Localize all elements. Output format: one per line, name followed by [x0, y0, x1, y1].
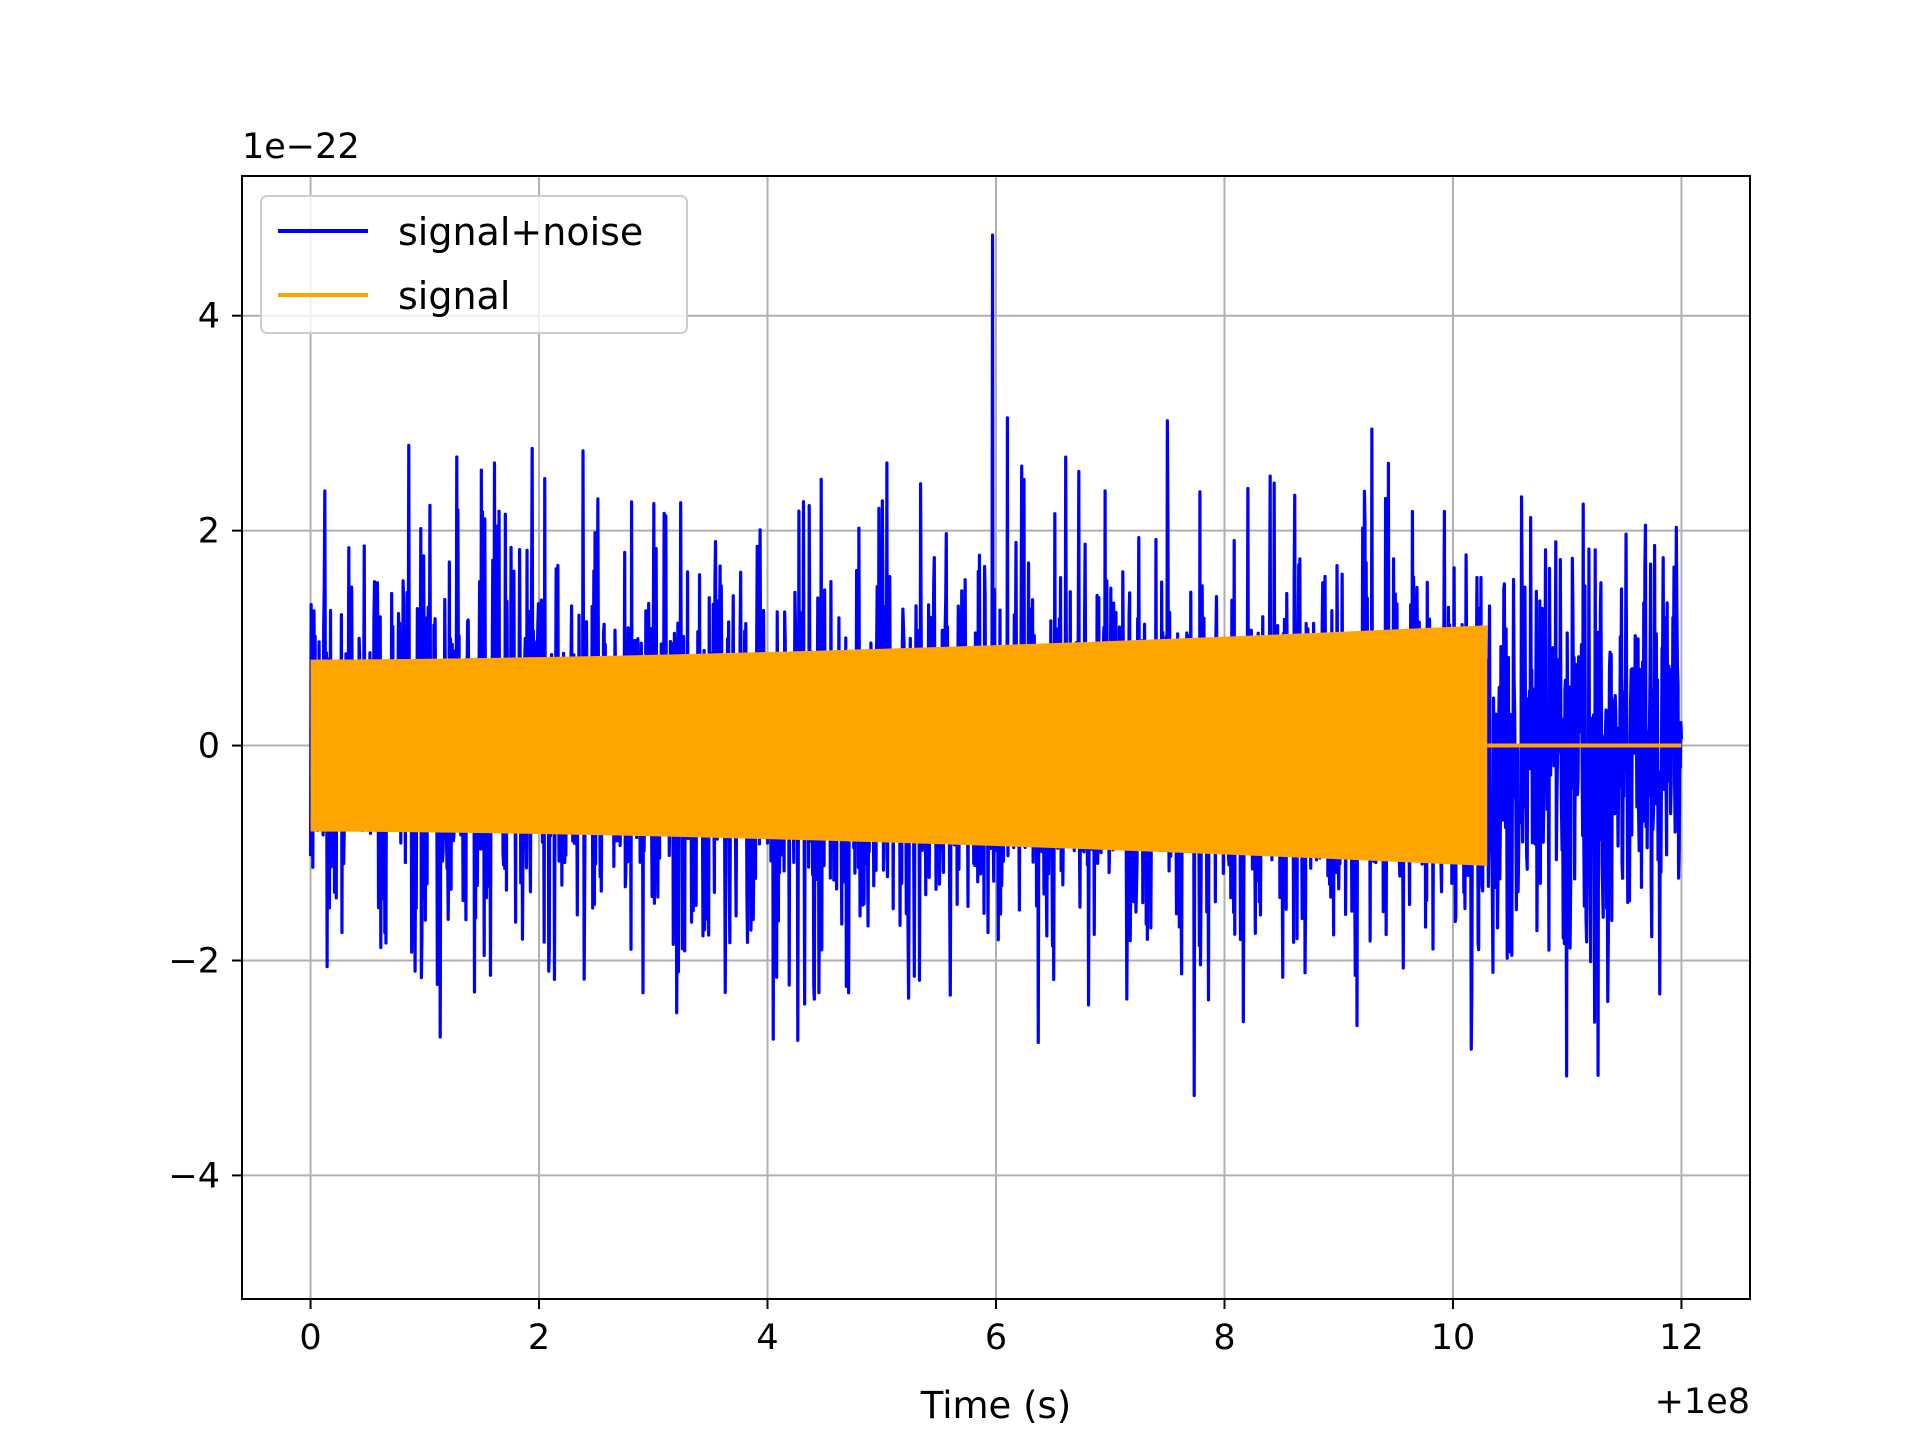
- x-offset-label: +1e8: [1655, 1382, 1750, 1422]
- x-axis-label: Time (s): [920, 1384, 1071, 1427]
- legend: signal+noise signal: [260, 195, 688, 334]
- y-axis-ticks: −4 −2 0 2 4: [168, 297, 242, 1196]
- legend-label-signal-noise: signal+noise: [398, 210, 643, 254]
- series-area-signal: [310, 625, 1488, 866]
- legend-label-signal: signal: [398, 274, 510, 318]
- x-tick-label: 6: [985, 1318, 1007, 1358]
- x-axis-ticks: 0 2 4 6 8 10 12: [299, 1299, 1704, 1358]
- x-tick-label: 0: [299, 1318, 321, 1358]
- x-tick-label: 10: [1431, 1318, 1476, 1358]
- x-tick-label: 2: [528, 1318, 550, 1358]
- x-tick-label: 4: [756, 1318, 778, 1358]
- y-tick-label: 2: [198, 512, 220, 552]
- y-tick-label: −2: [168, 941, 220, 981]
- y-tick-label: −4: [168, 1156, 220, 1196]
- y-scale-label: 1e−22: [242, 127, 360, 167]
- y-tick-label: 0: [198, 727, 220, 767]
- series-layer: [308, 233, 1684, 1098]
- x-tick-label: 12: [1659, 1318, 1704, 1358]
- x-tick-label: 8: [1213, 1318, 1235, 1358]
- y-tick-label: 4: [198, 297, 220, 337]
